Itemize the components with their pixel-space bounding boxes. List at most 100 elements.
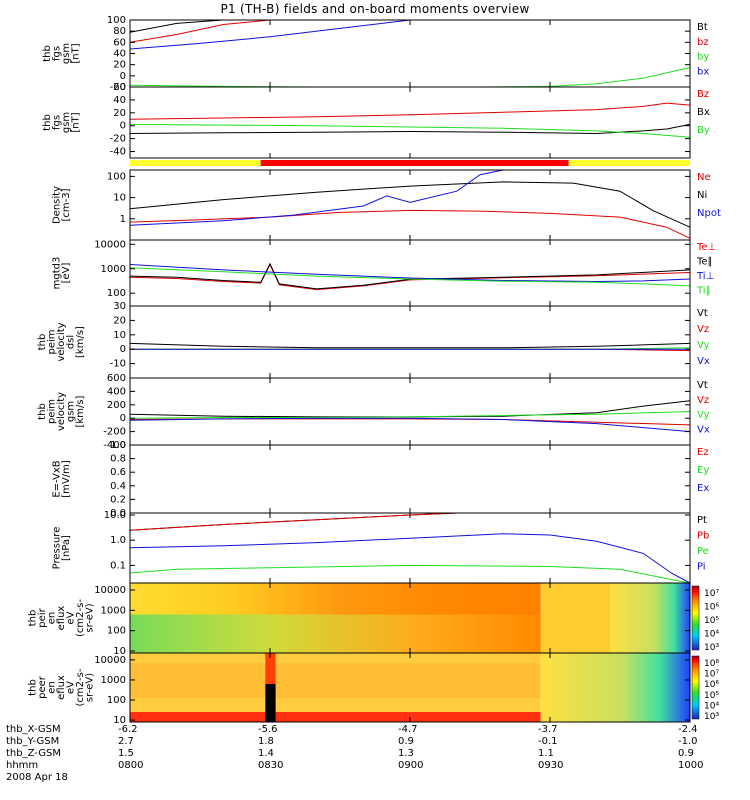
y-tick-label: 100 (107, 695, 126, 706)
legend-label: By (697, 125, 710, 136)
y-tick-label: -200 (103, 427, 126, 438)
y-axis-label: eV (66, 681, 77, 694)
spectrogram-gap (265, 684, 276, 722)
y-axis-label: (cm2-s- (75, 599, 86, 637)
footer-value: 0800 (118, 760, 144, 771)
y-tick-label: 600 (107, 373, 126, 384)
y-axis-label: velocity (56, 322, 67, 361)
legend-label: Vx (697, 424, 710, 435)
footer-value: -0.1 (538, 736, 558, 747)
y-tick-label: 10000 (94, 655, 126, 666)
y-tick-label: 100 (107, 15, 126, 26)
y-tick-label: 100 (107, 288, 126, 299)
colorbar-tick-label: 10⁷ (704, 589, 719, 599)
y-tick-label: 1 (120, 214, 126, 225)
legend-label: Vt (697, 308, 708, 319)
spectrogram-block (540, 583, 611, 653)
y-tick-label: 10000 (94, 239, 126, 250)
y-axis-label: eflux (56, 606, 67, 631)
footer-value: 0.9 (678, 748, 694, 759)
y-tick-label: 40 (113, 49, 126, 60)
legend-label: Bt (697, 22, 708, 33)
y-axis-label: thb (42, 45, 53, 62)
legend-label: Ey (697, 465, 709, 476)
series-line-pi (129, 533, 691, 584)
footer-value: 1.3 (398, 748, 414, 759)
y-axis-label: sr-eV) (85, 603, 96, 632)
y-tick-label: 1000 (101, 264, 126, 275)
y-axis-label: [mV/m] (61, 460, 72, 498)
legend-label: Vy (697, 410, 710, 421)
series-line-bx (129, 19, 411, 50)
y-tick-label: 20 (113, 108, 126, 119)
legend-label: Bz (697, 89, 709, 100)
footer-row-label: thb_Z-GSM (6, 748, 61, 759)
y-tick-label: -10 (110, 359, 126, 370)
y-tick-label: -40 (110, 147, 126, 158)
panel-frame (129, 86, 691, 159)
y-axis-label: peim (47, 329, 58, 354)
y-axis-label: gsm (66, 401, 77, 422)
y-axis-label: thb (28, 610, 39, 627)
y-tick-label: 0.1 (110, 560, 126, 571)
y-tick-label: 200 (107, 400, 126, 411)
legend-label: Vz (697, 324, 709, 335)
legend-label: Vx (697, 356, 710, 367)
panel-frame (129, 169, 691, 241)
y-tick-label: 60 (113, 82, 126, 93)
y-tick-label: 0 (120, 413, 126, 424)
footer-value: -3.7 (538, 724, 558, 735)
y-axis-label: [eV] (61, 263, 72, 284)
footer-value: 1.1 (538, 748, 554, 759)
series-line-vt (129, 342, 691, 349)
mode-bar-red (260, 160, 569, 166)
y-axis-label: [nPa] (61, 535, 72, 561)
y-tick-label: -20 (110, 82, 126, 93)
footer-value: 0.9 (398, 736, 414, 747)
panel-frame (129, 239, 691, 307)
series-line-pb (129, 512, 457, 531)
y-tick-label: 80 (113, 26, 126, 37)
y-tick-label: 0.8 (110, 454, 126, 465)
series-line-bz (129, 102, 691, 120)
series-line-vy (129, 411, 691, 419)
y-axis-label: sr-eV) (85, 673, 96, 702)
footer-value: 1.8 (258, 736, 274, 747)
y-tick-label: 0 (120, 71, 126, 82)
colorbar-tick-label: 10⁸ (704, 659, 719, 669)
series-line-ti (129, 267, 691, 287)
legend-label: Ti⊥ (696, 271, 714, 282)
footer-value: -6.2 (118, 724, 138, 735)
panel-frame (129, 305, 691, 379)
y-tick-label: -20 (110, 134, 126, 145)
colorbar-tick-label: 10⁷ (704, 670, 719, 680)
y-tick-label: 0.0 (110, 508, 126, 519)
legend-label: Vz (697, 395, 709, 406)
legend-label: Te∥ (696, 257, 713, 268)
footer-row-label: thb_Y-GSM (6, 736, 60, 747)
spectrogram-low-band (130, 712, 541, 722)
y-axis-label: gsm (61, 112, 72, 133)
y-axis-label: eV (66, 611, 77, 624)
y-tick-label: 100 (107, 626, 126, 637)
y-axis-label: peer (37, 675, 48, 699)
y-axis-label: peim (47, 399, 58, 424)
series-line-bx (129, 123, 691, 135)
y-tick-label: -400 (103, 440, 126, 451)
colorbar (691, 655, 700, 720)
mode-bar-yellow-right (568, 160, 690, 166)
y-axis-label: fgs (51, 115, 62, 130)
orbit-footer: thb_X-GSM -6.2 -5.6 -4.7 -3.7 -2.4 thb_Y-GSM 2.… (0, 724, 750, 800)
y-axis-label: thb (37, 403, 48, 420)
colorbar-tick-label: 10⁴ (704, 630, 719, 640)
legend-label: Pe (697, 546, 709, 557)
footer-value: 1.4 (258, 748, 274, 759)
legend-label: Pt (697, 515, 707, 526)
date-label: 2008 Apr 18 (6, 772, 68, 783)
y-axis-label: dsl (66, 335, 77, 349)
y-tick-label: 0.4 (110, 481, 126, 492)
legend-label: Ni (697, 190, 707, 201)
colorbar-tick-label: 10⁴ (704, 701, 719, 711)
series-line-ti (129, 264, 691, 283)
legend-label: Ez (697, 447, 709, 458)
